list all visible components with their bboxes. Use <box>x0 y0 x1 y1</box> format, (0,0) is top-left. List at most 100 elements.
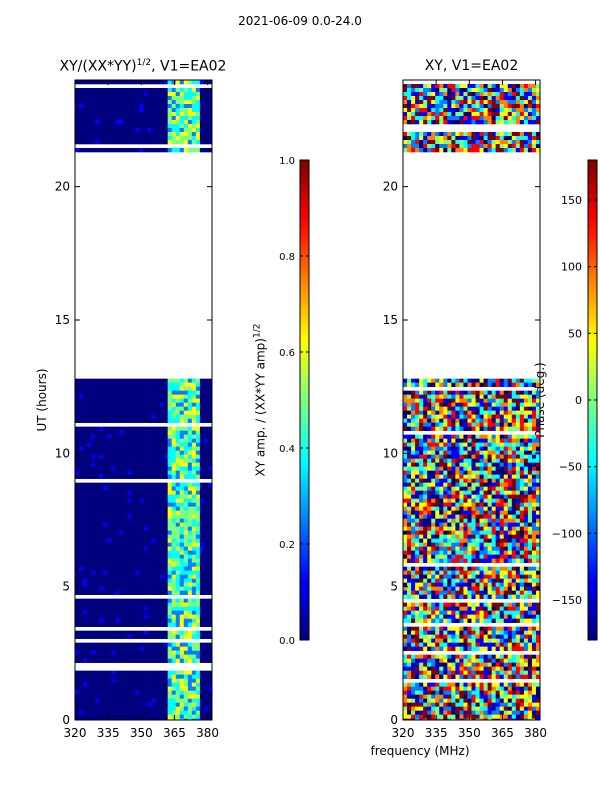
heatmap-cell <box>95 634 100 639</box>
heatmap-cell <box>535 414 541 419</box>
heatmap-cell <box>203 458 209 463</box>
heatmap-cell <box>507 546 513 551</box>
heatmap-cell <box>511 402 517 407</box>
heatmap-cell <box>411 438 416 443</box>
heatmap-cell <box>179 80 185 85</box>
heatmap-cell <box>95 116 100 121</box>
heatmap-cell <box>107 690 112 695</box>
heatmap-cell <box>131 714 136 719</box>
heatmap-cell <box>143 678 148 683</box>
heatmap-cell <box>499 398 505 403</box>
heatmap-cell <box>191 410 197 415</box>
heatmap-cell <box>523 398 529 403</box>
heatmap-cell <box>179 462 185 467</box>
heatmap-cell <box>151 518 156 523</box>
heatmap-cell <box>447 378 452 383</box>
heatmap-cell <box>159 132 165 137</box>
heatmap-cell <box>207 554 213 559</box>
heatmap-cell <box>439 482 444 487</box>
heatmap-cell <box>475 554 480 559</box>
heatmap-cell <box>167 402 173 407</box>
heatmap-cell <box>407 550 412 555</box>
heatmap-cell <box>163 702 169 707</box>
heatmap-cell <box>187 602 193 607</box>
heatmap-cell <box>523 406 529 411</box>
heatmap-cell <box>159 506 165 511</box>
heatmap-cell <box>487 434 493 439</box>
heatmap-cell <box>79 634 84 639</box>
heatmap-cell <box>143 682 148 687</box>
heatmap-cell <box>187 546 193 551</box>
heatmap-cell <box>495 554 501 559</box>
heatmap-cell <box>203 498 209 503</box>
heatmap-cell <box>499 482 505 487</box>
heatmap-cell <box>427 378 432 383</box>
heatmap-cell <box>183 430 189 435</box>
heatmap-cell <box>87 690 92 695</box>
heatmap-cell <box>175 458 181 463</box>
heatmap-cell <box>123 630 128 635</box>
heatmap-cell <box>91 482 96 487</box>
heatmap-cell <box>475 426 480 431</box>
heatmap-cell <box>127 530 132 535</box>
heatmap-cell <box>139 530 144 535</box>
heatmap-cell <box>431 442 436 447</box>
heatmap-cell <box>119 610 124 615</box>
heatmap-cell <box>75 132 80 137</box>
heatmap-cell <box>431 574 436 579</box>
heatmap-cell <box>151 490 156 495</box>
heatmap-cell <box>159 558 165 563</box>
heatmap-cell <box>155 522 161 527</box>
heatmap-cell <box>99 474 104 479</box>
heatmap-cell <box>99 486 104 491</box>
heatmap-cell <box>427 382 432 387</box>
heatmap-cell <box>111 482 116 487</box>
heatmap-cell <box>531 434 537 439</box>
heatmap-cell <box>479 530 484 535</box>
heatmap-cell <box>139 542 144 547</box>
heatmap-cell <box>519 378 525 383</box>
heatmap-cell <box>175 702 181 707</box>
heatmap-cell <box>79 682 84 687</box>
heatmap-cell <box>167 394 173 399</box>
heatmap-cell <box>463 426 468 431</box>
heatmap-cell <box>139 578 144 583</box>
heatmap-cell <box>115 426 120 431</box>
heatmap-cell <box>159 402 165 407</box>
heatmap-cell <box>519 426 525 431</box>
heatmap-cell <box>527 550 533 555</box>
heatmap-cell <box>183 674 189 679</box>
heatmap-cell <box>439 442 444 447</box>
heatmap-cell <box>511 450 517 455</box>
heatmap-cell <box>123 80 128 85</box>
heatmap-cell <box>195 140 201 145</box>
heatmap-cell <box>175 518 181 523</box>
heatmap-cell <box>155 140 161 145</box>
heatmap-cell <box>91 642 96 647</box>
heatmap-cell <box>187 410 193 415</box>
heatmap-cell <box>103 654 108 659</box>
heatmap-cell <box>499 446 505 451</box>
heatmap-cell <box>463 578 468 583</box>
heatmap-cell <box>75 394 80 399</box>
heatmap-cell <box>199 534 205 539</box>
heatmap-cell <box>119 550 124 555</box>
heatmap-cell <box>79 566 84 571</box>
heatmap-cell <box>75 698 80 703</box>
heatmap-cell <box>407 554 412 559</box>
right-panel-title: XY, V1=EA02 <box>424 58 519 74</box>
heatmap-cell <box>491 538 497 543</box>
heatmap-cell <box>179 418 185 423</box>
heatmap-cell <box>531 474 537 479</box>
heatmap-cell <box>187 562 193 567</box>
heatmap-cell <box>531 458 537 463</box>
heatmap-cell <box>155 450 161 455</box>
heatmap-cell <box>107 462 112 467</box>
heatmap-cell <box>427 582 432 587</box>
heatmap-cell <box>175 418 181 423</box>
heatmap-cell <box>519 502 525 507</box>
heatmap-cell <box>131 410 136 415</box>
heatmap-cell <box>183 120 189 125</box>
heatmap-cell <box>123 390 128 395</box>
heatmap-cell <box>207 470 213 475</box>
